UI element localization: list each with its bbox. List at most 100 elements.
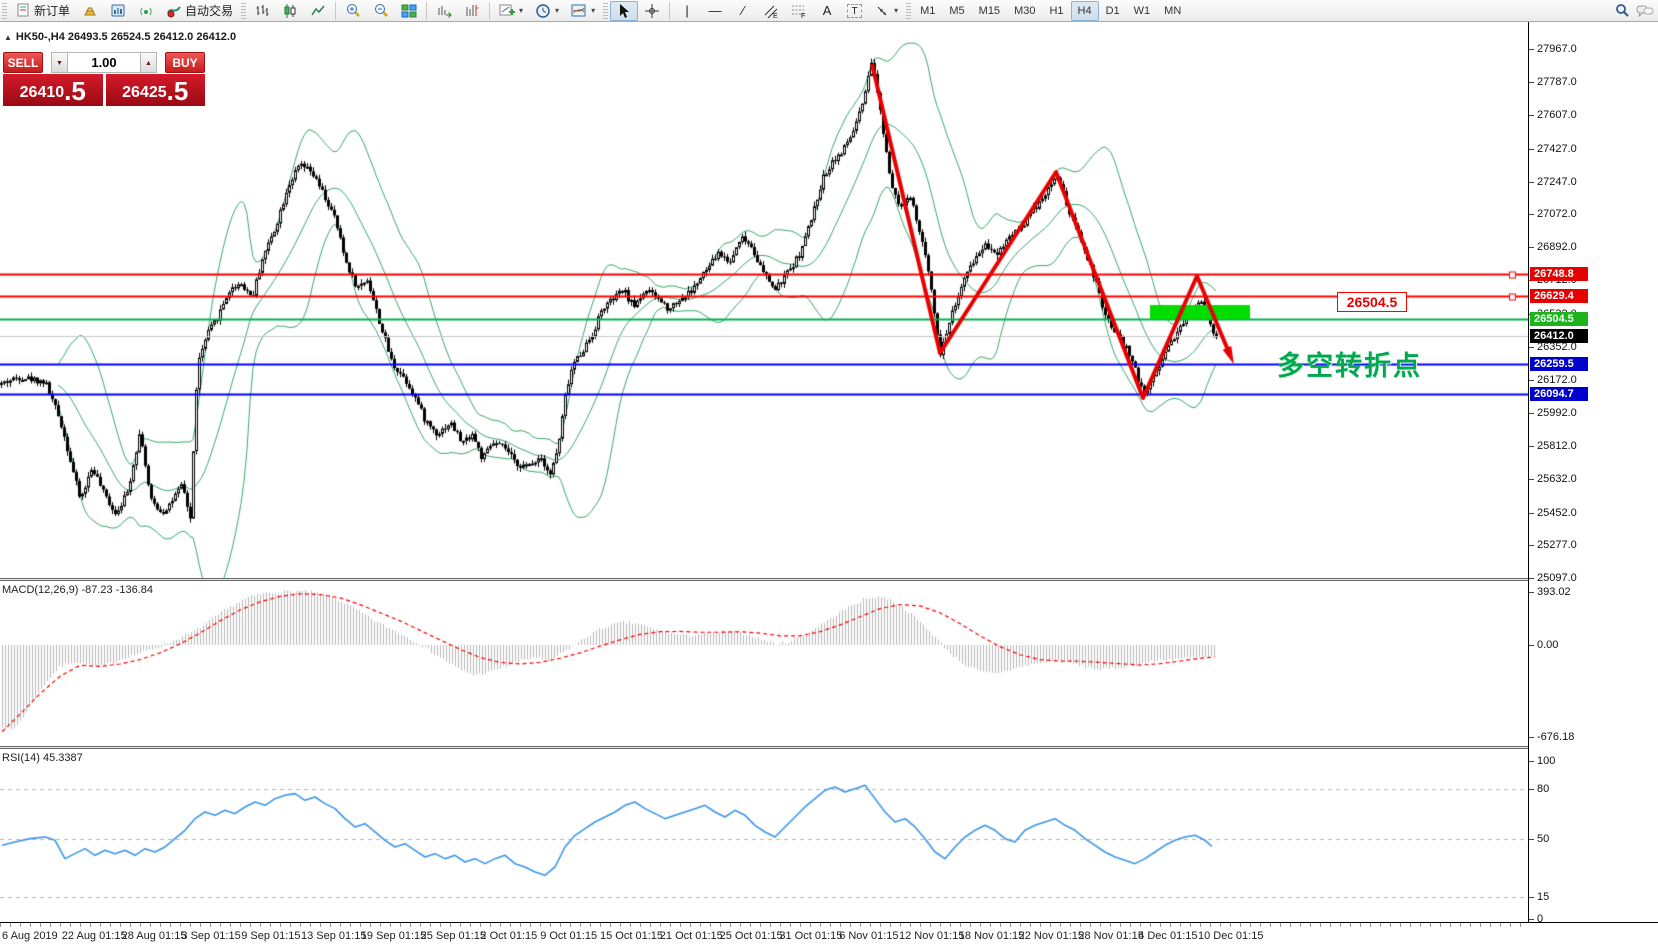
- fibonacci-icon: F: [791, 3, 807, 20]
- tf-h4-button[interactable]: H4: [1070, 0, 1099, 21]
- tf-mn-button[interactable]: MN: [1164, 4, 1182, 17]
- axis-tick-mark: [1529, 148, 1534, 150]
- date-label: 6 Nov 01:15: [839, 930, 899, 942]
- price-axis: 27967.0 27787.0 27607.0 27427.0 27247.0 27072…: [1528, 22, 1658, 925]
- price-level-badge: 26629.4: [1530, 288, 1588, 303]
- price-flag-label[interactable]: 26504.5: [1337, 292, 1407, 312]
- autotrading-icon: [166, 3, 182, 19]
- zoom-in-button[interactable]: [339, 1, 367, 21]
- tf-w1-button[interactable]: W1: [1133, 4, 1151, 17]
- text-tool-button[interactable]: A: [813, 1, 841, 21]
- equidistant-channel-tool-button[interactable]: E: [757, 1, 785, 21]
- signal-icon: [138, 3, 154, 19]
- toolbar-grip[interactable]: [2, 2, 7, 19]
- zoom-out-button[interactable]: [367, 1, 395, 21]
- vertical-line-tool-button[interactable]: |: [673, 1, 701, 21]
- arrows-tool-button[interactable]: ▾: [868, 1, 904, 21]
- tile-windows-button[interactable]: [395, 1, 423, 21]
- buy-button[interactable]: BUY: [165, 52, 205, 73]
- axis-tick-mark: [1529, 512, 1534, 514]
- cursor-tool-button[interactable]: [610, 0, 639, 21]
- sell-price-frac: .5: [64, 76, 86, 106]
- signals-button[interactable]: [132, 1, 160, 21]
- trendline-tool-button[interactable]: ∕: [729, 1, 757, 21]
- axis-tick-mark: [1529, 544, 1534, 546]
- new-chart-button[interactable]: ▾: [493, 1, 529, 21]
- candlestick-chart-button[interactable]: [276, 1, 304, 21]
- buy-price-frac: .5: [166, 76, 189, 106]
- bar-chart-button[interactable]: [248, 1, 276, 21]
- volume-decrease-button[interactable]: ▼: [51, 52, 68, 73]
- market-depth-button[interactable]: [76, 1, 104, 21]
- text-label-icon: T: [847, 3, 863, 18]
- autotrading-button[interactable]: 自动交易: [160, 1, 239, 21]
- axis-tick-mark: [1529, 247, 1534, 249]
- turning-point-note[interactable]: 多空转折点: [1277, 351, 1422, 381]
- date-label: 9 Sep 01:15: [241, 930, 301, 942]
- crosshair-tool-button[interactable]: [638, 1, 666, 21]
- rsi-panel-canvas[interactable]: [0, 749, 1530, 922]
- macd-panel-canvas[interactable]: [0, 581, 1530, 746]
- zoom-out-icon: [373, 3, 389, 19]
- price-tick-label: 25812.0: [1537, 440, 1577, 453]
- tf-m1-button[interactable]: M1: [920, 4, 936, 17]
- main-toolbar: 新订单 自动交易: [0, 0, 1658, 22]
- sell-price-main: 26410: [19, 84, 65, 101]
- chat-icon[interactable]: [1636, 3, 1654, 19]
- sell-button[interactable]: SELL: [3, 52, 43, 73]
- horizontal-line-tool-button[interactable]: —: [701, 1, 729, 21]
- fibonacci-tool-button[interactable]: F: [785, 1, 813, 21]
- tf-m5-button[interactable]: M5: [949, 4, 965, 17]
- axis-tick-mark: [1529, 897, 1534, 898]
- search-icon[interactable]: [1614, 3, 1630, 19]
- axis-tick-mark: [1529, 379, 1534, 381]
- bar-chart-icon: [254, 3, 270, 19]
- tf-m15-button[interactable]: M15: [978, 4, 1001, 17]
- tf-m30-button[interactable]: M30: [1014, 4, 1036, 17]
- auto-scroll-icon: [436, 3, 452, 19]
- candlestick-chart-icon: [282, 3, 298, 19]
- new-order-button[interactable]: 新订单: [9, 1, 76, 21]
- date-label: 18 Nov 01:15: [958, 930, 1025, 942]
- date-label: 28 Nov 01:15: [1078, 930, 1144, 942]
- date-label: 22 Aug 01:15: [61, 930, 127, 942]
- panel-resize-separator[interactable]: [0, 746, 1658, 749]
- tf-d1-button[interactable]: D1: [1105, 4, 1120, 17]
- market-watch-button[interactable]: [104, 1, 132, 21]
- toolbar-grip[interactable]: [906, 2, 912, 19]
- indicators-caret-icon: ▾: [591, 6, 596, 15]
- equidistant-channel-icon: E: [763, 3, 779, 20]
- axis-tick-mark: [1529, 346, 1534, 348]
- text-label-tool-button[interactable]: T: [841, 1, 868, 21]
- date-label: 13 Sep 01:15: [301, 930, 367, 942]
- indicators-button[interactable]: ▾: [565, 1, 601, 21]
- toolbar-grip[interactable]: [241, 2, 247, 19]
- sell-price-box[interactable]: 26410 .5: [3, 74, 103, 106]
- toolbar-grip[interactable]: [603, 2, 609, 19]
- price-tick-label: 27427.0: [1537, 142, 1577, 155]
- new-order-icon: [15, 3, 31, 19]
- date-label: 21 Oct 01:15: [659, 930, 723, 942]
- buy-price-box[interactable]: 26425 .5: [105, 74, 205, 106]
- one-click-trading-widget: SELL ▼ 1.00 ▲ BUY 26410 .5 26425 .5: [3, 52, 205, 106]
- price-tick-label: 26172.0: [1537, 373, 1577, 386]
- date-label: 3 Sep 01:15: [181, 930, 241, 942]
- price-level-badge: 26412.0: [1530, 328, 1588, 343]
- volume-input[interactable]: 1.00: [68, 52, 140, 73]
- rsi-tick-label: 80: [1537, 783, 1550, 795]
- auto-scroll-button[interactable]: [430, 1, 458, 21]
- crosshair-icon: [644, 3, 660, 19]
- axis-tick-mark: [1529, 737, 1534, 738]
- buy-price-main: 26425: [122, 84, 167, 101]
- line-chart-button[interactable]: [304, 1, 332, 21]
- volume-increase-button[interactable]: ▲: [140, 52, 157, 73]
- profiles-button[interactable]: ▾: [529, 1, 565, 21]
- axis-tick-mark: [1529, 49, 1534, 50]
- panel-resize-separator[interactable]: [0, 578, 1658, 581]
- date-label: 15 Oct 01:15: [600, 930, 663, 942]
- tf-h1-button[interactable]: H1: [1049, 4, 1064, 17]
- price-tick-label: 25097.0: [1537, 572, 1577, 585]
- chart-shift-button[interactable]: [458, 1, 486, 21]
- main-chart-canvas[interactable]: [0, 22, 1530, 578]
